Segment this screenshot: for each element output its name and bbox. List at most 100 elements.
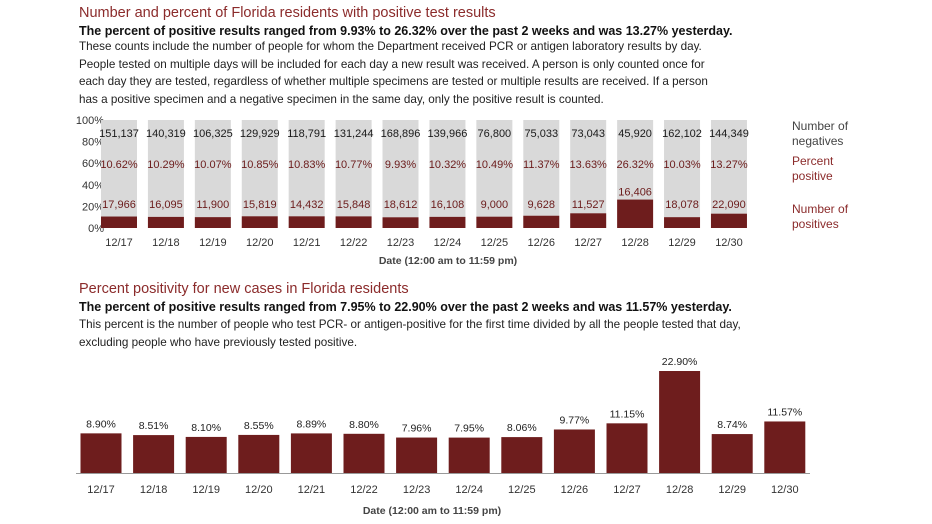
bar-value-label: 8.06% bbox=[507, 422, 537, 434]
x-tick-label: 12/26 bbox=[561, 484, 589, 496]
x-axis-title: Date (12:00 am to 11:59 pm) bbox=[379, 255, 517, 267]
positives-count-label: 16,406 bbox=[618, 187, 652, 199]
chart2-description-line: This percent is the number of people who… bbox=[79, 318, 741, 331]
negative-bar-segment bbox=[570, 120, 607, 214]
y-tick-label: 0% bbox=[88, 223, 104, 235]
positive-bar-segment bbox=[335, 216, 372, 228]
positive-bar-segment bbox=[664, 217, 701, 228]
x-tick-label: 12/27 bbox=[613, 484, 641, 496]
negative-bar-segment bbox=[335, 120, 372, 217]
x-tick-label: 12/29 bbox=[718, 484, 746, 496]
x-tick-label: 12/21 bbox=[298, 484, 326, 496]
positives-count-label: 15,848 bbox=[337, 199, 371, 211]
positives-count-label: 9,000 bbox=[481, 199, 509, 211]
percent-positive-label: 10.07% bbox=[194, 159, 232, 171]
negative-bar-segment bbox=[476, 120, 513, 217]
negatives-count-label: 162,102 bbox=[662, 128, 702, 140]
x-axis-title: Date (12:00 am to 11:59 pm) bbox=[363, 505, 501, 517]
bar-value-label: 9.77% bbox=[560, 414, 590, 426]
positive-bar-segment bbox=[523, 215, 560, 228]
bar-value-label: 8.80% bbox=[349, 419, 379, 431]
legend-percent-line: positive bbox=[792, 169, 833, 183]
negative-bar-segment bbox=[147, 120, 184, 217]
bar-value-label: 7.95% bbox=[454, 423, 484, 435]
x-tick-label: 12/18 bbox=[152, 237, 180, 249]
positivity-bar bbox=[659, 371, 701, 473]
negative-bar-segment bbox=[241, 120, 278, 217]
x-tick-label: 12/24 bbox=[455, 484, 483, 496]
positive-bar-segment bbox=[382, 217, 419, 228]
positivity-bar bbox=[133, 435, 175, 473]
positivity-bar bbox=[396, 437, 438, 473]
percent-positive-label: 10.85% bbox=[241, 159, 279, 171]
x-tick-label: 12/25 bbox=[481, 237, 509, 249]
negatives-count-label: 129,929 bbox=[240, 128, 280, 140]
positive-bar-segment bbox=[101, 216, 137, 228]
percent-positive-label: 10.77% bbox=[335, 159, 373, 171]
legend-percent-line: Percent bbox=[792, 154, 834, 168]
negatives-count-label: 168,896 bbox=[381, 128, 421, 140]
x-tick-label: 12/28 bbox=[666, 484, 694, 496]
negative-bar-segment bbox=[382, 120, 419, 218]
x-tick-label: 12/19 bbox=[192, 484, 220, 496]
legend-positives-line: positives bbox=[792, 217, 839, 231]
bar-value-label: 22.90% bbox=[662, 356, 698, 368]
negatives-count-label: 151,137 bbox=[99, 128, 139, 140]
x-tick-label: 12/23 bbox=[387, 237, 415, 249]
positivity-bar bbox=[343, 433, 385, 473]
chart1-description-line: People tested on multiple days will be i… bbox=[79, 57, 705, 71]
positivity-bar bbox=[553, 429, 595, 473]
positives-count-label: 17,966 bbox=[102, 199, 136, 211]
chart1-subheading: The percent of positive results ranged f… bbox=[79, 24, 733, 38]
x-tick-label: 12/18 bbox=[140, 484, 168, 496]
negative-bar-segment bbox=[710, 120, 747, 214]
y-tick-label: 80% bbox=[82, 137, 104, 149]
negatives-count-label: 106,325 bbox=[193, 128, 233, 140]
negatives-count-label: 140,319 bbox=[146, 128, 186, 140]
percent-positive-label: 10.29% bbox=[147, 159, 185, 171]
chart2-subheading: The percent of positive results ranged f… bbox=[79, 300, 732, 314]
positive-bar-segment bbox=[429, 216, 466, 228]
positives-count-label: 9,628 bbox=[528, 199, 556, 211]
negatives-count-label: 76,800 bbox=[478, 128, 512, 140]
x-tick-label: 12/20 bbox=[245, 484, 273, 496]
chart2-heading: Percent positivity for new cases in Flor… bbox=[79, 281, 409, 297]
negatives-count-label: 131,244 bbox=[334, 128, 374, 140]
positive-bar-segment bbox=[147, 216, 184, 228]
positives-count-label: 11,527 bbox=[572, 199, 605, 211]
percent-positive-label: 13.27% bbox=[710, 159, 748, 171]
x-tick-label: 12/26 bbox=[528, 237, 556, 249]
percent-positive-label: 10.62% bbox=[100, 159, 138, 171]
percent-positive-label: 26.32% bbox=[616, 159, 654, 171]
bar-value-label: 8.10% bbox=[191, 422, 221, 434]
percent-positive-label: 11.37% bbox=[523, 159, 560, 171]
x-tick-label: 12/17 bbox=[87, 484, 115, 496]
x-tick-label: 12/25 bbox=[508, 484, 536, 496]
y-tick-label: 40% bbox=[82, 180, 104, 192]
positivity-bar bbox=[764, 421, 806, 473]
x-tick-label: 12/29 bbox=[668, 237, 696, 249]
x-tick-label: 12/19 bbox=[199, 237, 227, 249]
positives-count-label: 18,078 bbox=[665, 199, 699, 211]
x-tick-label: 12/30 bbox=[715, 237, 743, 249]
positive-bar-segment bbox=[288, 216, 325, 228]
bar-value-label: 11.57% bbox=[767, 406, 802, 418]
legend-positives-line: Number of bbox=[792, 202, 849, 216]
positive-bar-segment bbox=[476, 216, 513, 228]
negative-bar-segment bbox=[288, 120, 325, 217]
negative-bar-segment bbox=[664, 120, 701, 218]
positive-bar-segment bbox=[241, 216, 278, 228]
positivity-bar bbox=[606, 423, 648, 473]
x-tick-label: 12/28 bbox=[621, 237, 649, 249]
negative-bar-segment bbox=[194, 120, 231, 218]
positive-bar-segment bbox=[570, 213, 607, 228]
bar-value-label: 8.90% bbox=[86, 418, 116, 430]
negatives-count-label: 73,043 bbox=[571, 128, 605, 140]
bar-value-label: 8.89% bbox=[297, 418, 327, 430]
positivity-bar bbox=[501, 437, 543, 473]
negative-bar-segment bbox=[101, 120, 137, 217]
bar-value-label: 11.15% bbox=[610, 408, 645, 420]
negatives-count-label: 139,966 bbox=[428, 128, 468, 140]
percent-positive-label: 10.49% bbox=[476, 159, 514, 171]
negatives-count-label: 118,791 bbox=[287, 128, 326, 140]
